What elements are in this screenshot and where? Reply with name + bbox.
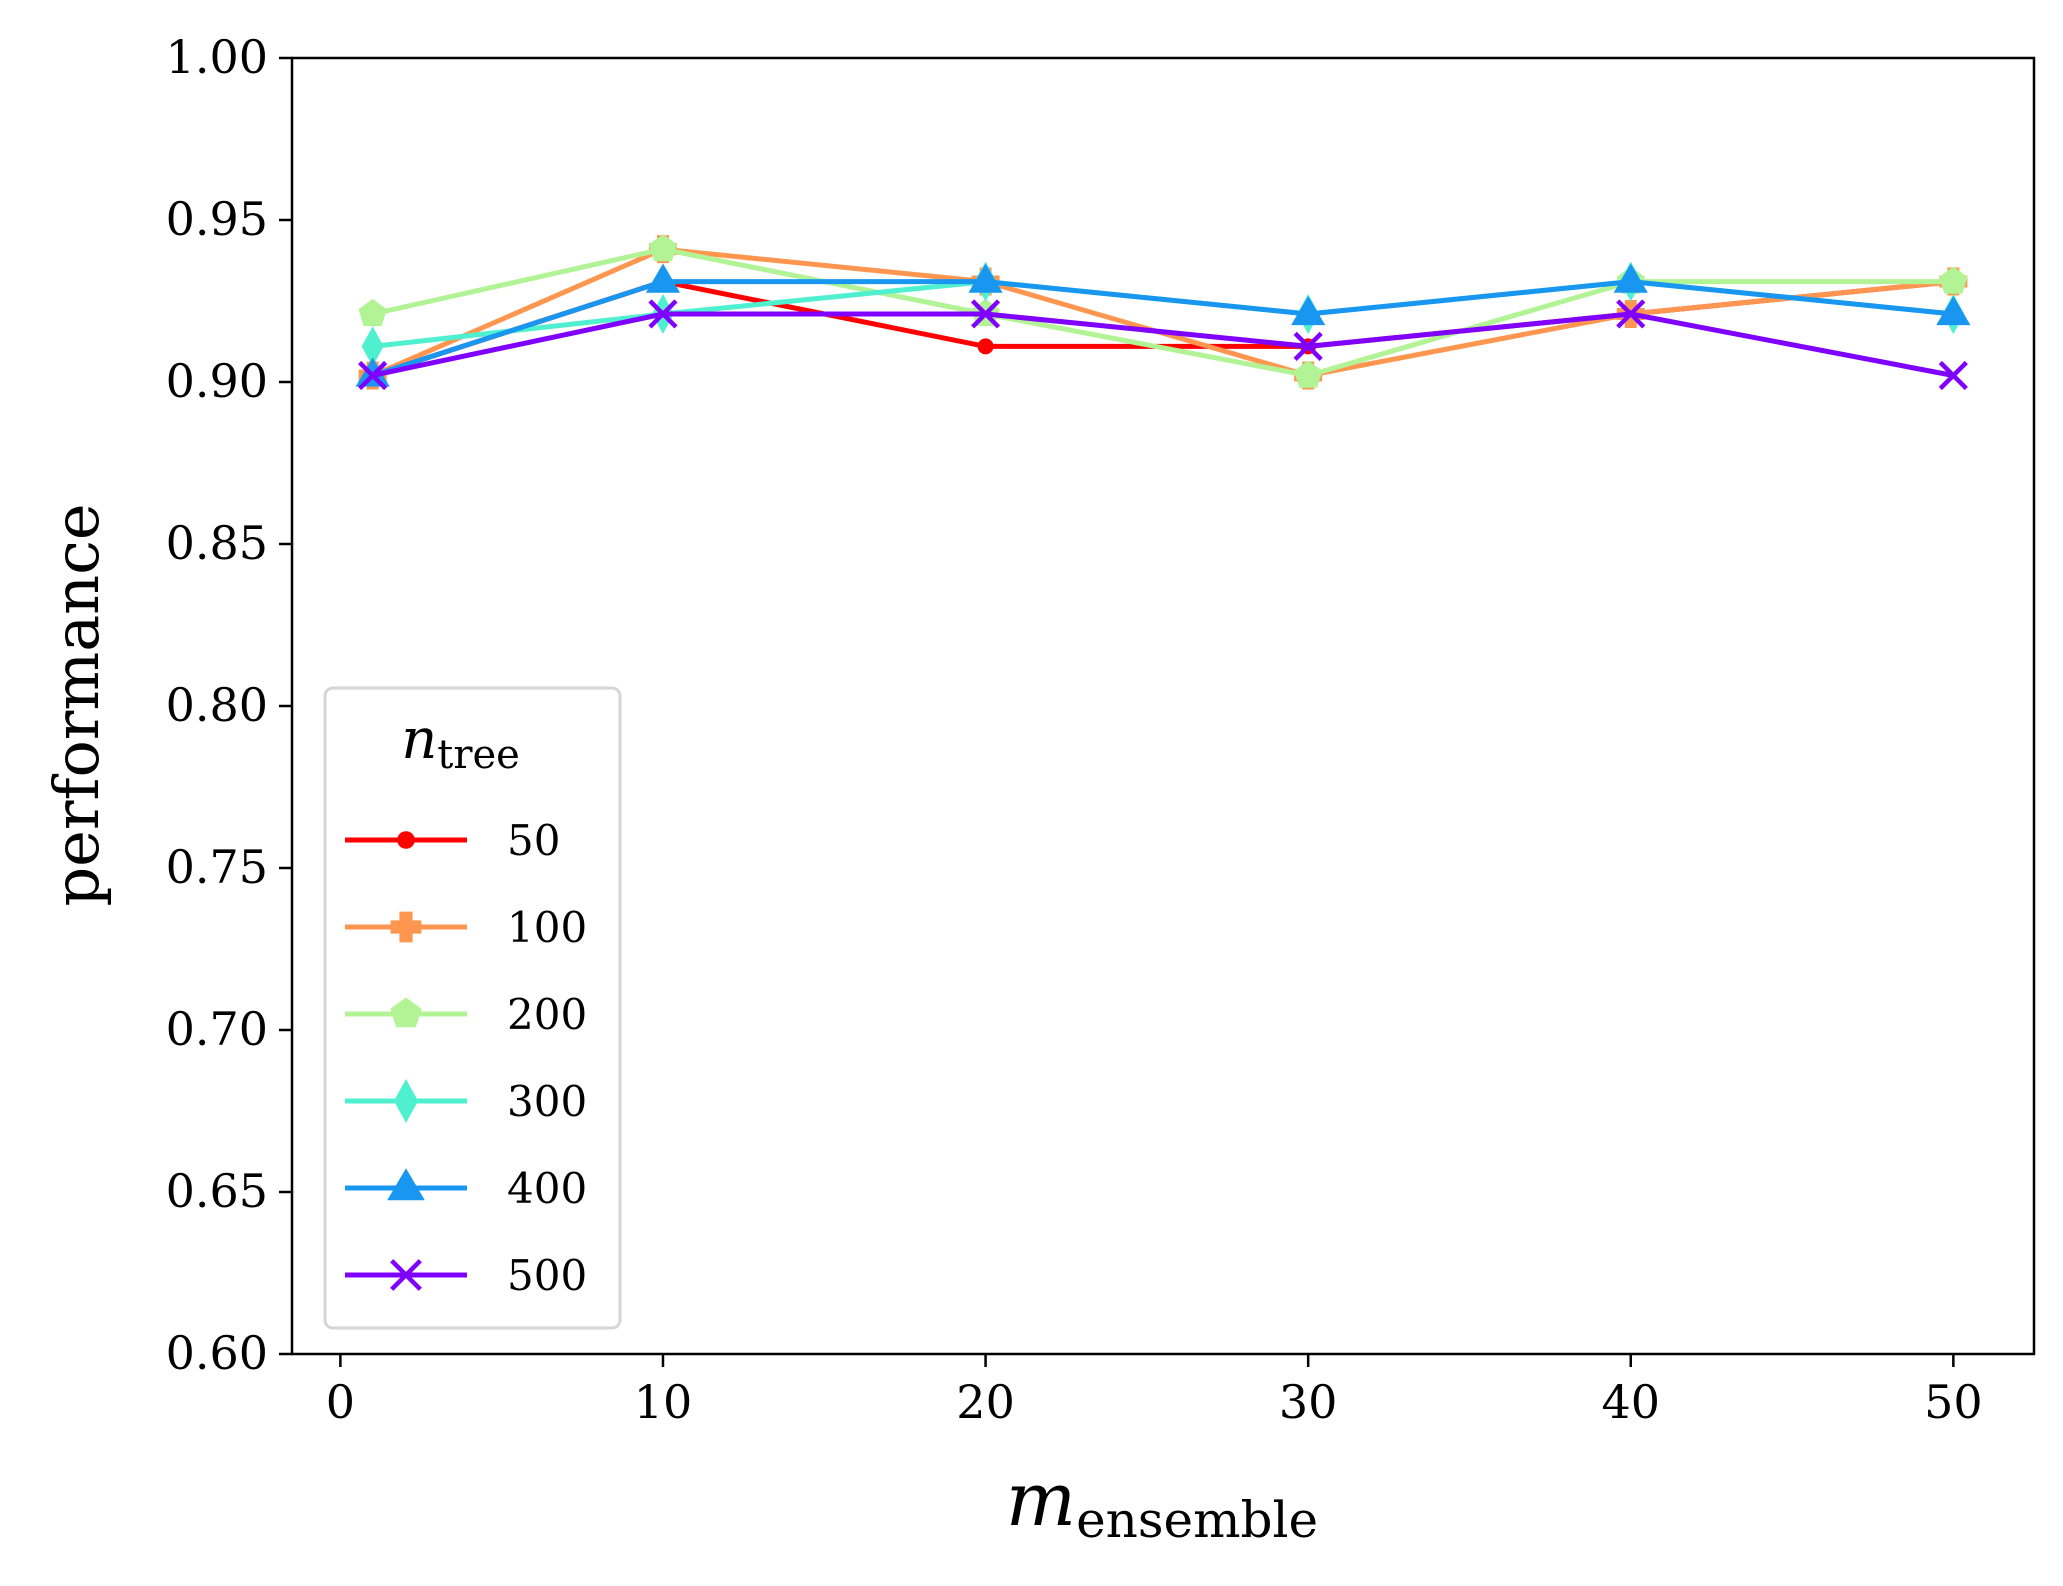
data-point-500-30 (1293, 331, 1323, 361)
legend-title: ntree (401, 707, 520, 778)
axes-group: 0 10 20 30 40 50 0.60 0.65 0.70 0.75 0.80 0.85 0.90 0… (166, 30, 2036, 1429)
y-tick-label-4: 0.80 (166, 678, 268, 732)
legend-label-300: 300 (507, 1077, 587, 1126)
y-tick-label-0: 0.60 (166, 1326, 268, 1380)
legend-marker-100 (390, 911, 422, 943)
data-point-500-20 (970, 299, 1001, 329)
data-point-400-40 (1613, 263, 1648, 293)
legend-marker-500 (390, 1259, 422, 1291)
legend-box (323, 686, 622, 1330)
x-axis-title: mensemble (1006, 1457, 1318, 1549)
y-axis-title: performance (40, 503, 113, 906)
series-500 (358, 299, 1968, 391)
axis-titles: performance mensemble (40, 503, 1318, 1549)
data-point-400-10 (645, 263, 681, 293)
legend-title-main: n (401, 707, 437, 772)
y-tick-label-2: 0.70 (166, 1002, 268, 1056)
data-point-400-50 (1936, 295, 1971, 326)
x-tick-label-40: 40 (1601, 1375, 1660, 1429)
y-tick-label-3: 0.75 (166, 840, 268, 894)
data-point-200-50 (1939, 266, 1968, 294)
data-point-400-20 (968, 263, 1003, 293)
x-axis-title-sub: ensemble (1076, 1491, 1318, 1549)
data-point-200-30 (1293, 360, 1323, 388)
legend-marker-400 (387, 1168, 425, 1201)
data-point-400-1 (355, 357, 390, 387)
legend-marker-300 (393, 1079, 419, 1123)
legend-label-200: 200 (507, 990, 587, 1039)
legend-marker-50 (397, 831, 415, 849)
series-line-500 (372, 311, 1954, 378)
data-point-200-1 (358, 299, 387, 327)
y-tick-label-7: 0.95 (166, 192, 268, 246)
data-point-500-40 (1616, 299, 1646, 329)
legend-entry-400: 400 (345, 1164, 587, 1213)
data-point-300-1 (361, 326, 384, 367)
series-400 (355, 263, 1971, 387)
x-tick-label-50: 50 (1924, 1375, 1983, 1429)
legend-entry-500: 500 (345, 1251, 587, 1300)
legend-marker-200 (390, 997, 422, 1028)
x-tick-label-10: 10 (634, 1375, 693, 1429)
data-point-50-20 (977, 338, 994, 355)
legend-label-100: 100 (507, 903, 587, 952)
legend-entry-50: 50 (345, 816, 560, 865)
legend-entry-200: 200 (345, 990, 587, 1039)
y-tick-label-5: 0.85 (166, 516, 268, 570)
data-point-500-10 (648, 299, 678, 329)
legend-label-50: 50 (507, 816, 560, 865)
data-point-500-1 (358, 360, 388, 391)
x-tick-label-0: 0 (326, 1375, 355, 1429)
legend-entry-300: 300 (345, 1077, 587, 1126)
x-tick-label-30: 30 (1279, 1375, 1338, 1429)
series-line-200 (372, 246, 1954, 378)
data-point-400-30 (1291, 295, 1326, 326)
legend-label-500: 500 (507, 1251, 587, 1300)
legend-entry-100: 100 (345, 903, 587, 952)
y-tick-label-8: 1.00 (166, 30, 268, 84)
x-tick-label-20: 20 (956, 1375, 1015, 1429)
legend: ntree 50 100 200 300 400 500 (323, 686, 622, 1330)
y-tick-label-6: 0.90 (166, 354, 268, 408)
data-point-500-50 (1938, 360, 1968, 391)
legend-title-sub: tree (437, 732, 520, 778)
series-group (355, 234, 1971, 391)
data-point-200-10 (648, 234, 678, 262)
y-tick-label-1: 0.65 (166, 1164, 268, 1218)
x-axis-title-main: m (1006, 1457, 1076, 1543)
legend-label-400: 400 (507, 1164, 587, 1213)
series-line-400 (371, 279, 1954, 378)
